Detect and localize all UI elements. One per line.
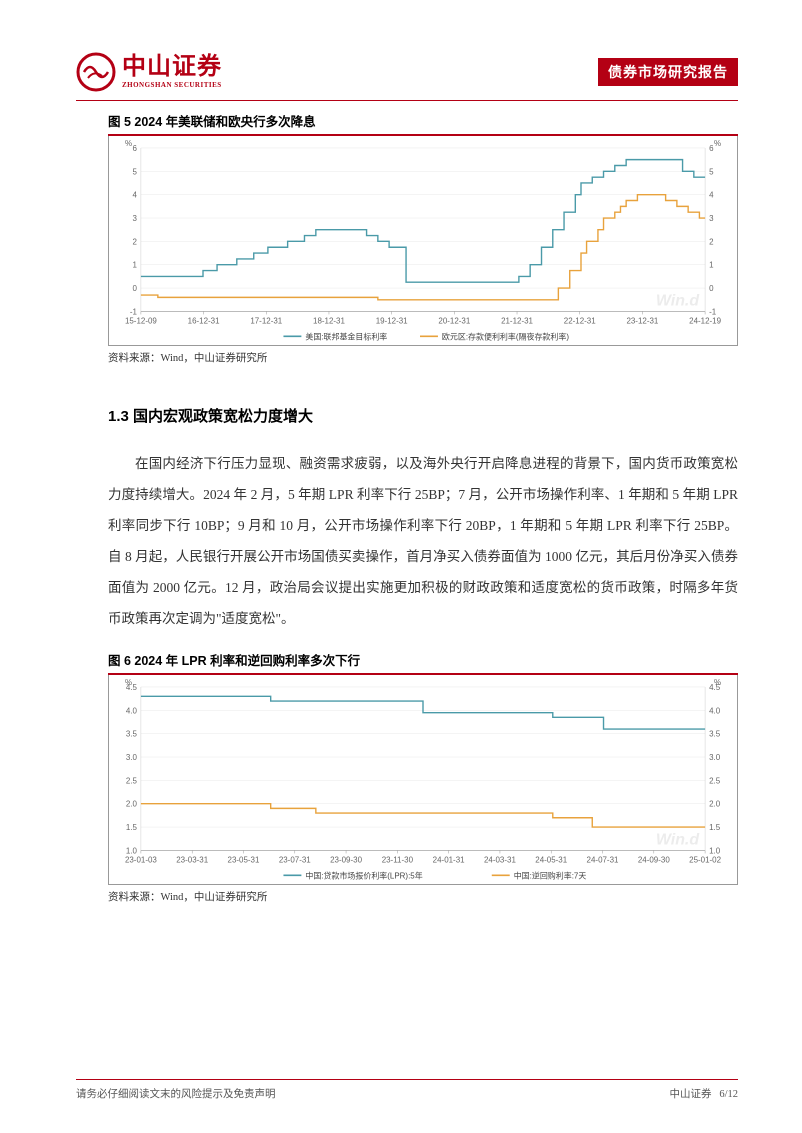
svg-text:23-12-31: 23-12-31 xyxy=(626,316,658,325)
svg-text:4.0: 4.0 xyxy=(709,707,721,716)
svg-text:4: 4 xyxy=(132,191,137,200)
figure6-source: 资料来源：Wind，中山证券研究所 xyxy=(108,889,738,904)
svg-text:4.0: 4.0 xyxy=(126,707,138,716)
svg-text:1.5: 1.5 xyxy=(126,823,138,832)
figure6-svg: 1.0 1.0 1.5 1.5 2.0 2.0 2.5 2.5 3.0 3.0 3.5 3.5 4.0 4… xyxy=(109,675,737,884)
svg-text:3.5: 3.5 xyxy=(126,730,138,739)
svg-text:23-09-30: 23-09-30 xyxy=(330,856,362,865)
figure6-title: 图 6 2024 年 LPR 利率和逆回购利率多次下行 xyxy=(108,650,738,675)
svg-text:22-12-31: 22-12-31 xyxy=(564,316,596,325)
svg-text:-1: -1 xyxy=(130,307,138,316)
svg-text:2.0: 2.0 xyxy=(709,800,721,809)
disclaimer: 请务必仔细阅读文末的风险提示及免责声明 xyxy=(76,1086,276,1101)
svg-text:6: 6 xyxy=(132,144,137,153)
svg-text:23-05-31: 23-05-31 xyxy=(228,856,260,865)
svg-text:2.5: 2.5 xyxy=(126,777,138,786)
svg-text:2: 2 xyxy=(709,237,714,246)
svg-text:%: % xyxy=(714,678,721,687)
footer-rule xyxy=(76,1079,738,1080)
svg-text:1.0: 1.0 xyxy=(126,847,138,856)
svg-text:1: 1 xyxy=(132,261,137,270)
svg-text:23-07-31: 23-07-31 xyxy=(279,856,311,865)
svg-text:Win.d: Win.d xyxy=(656,832,699,849)
svg-text:19-12-31: 19-12-31 xyxy=(376,316,408,325)
svg-text:24-09-30: 24-09-30 xyxy=(638,856,670,865)
svg-text:18-12-31: 18-12-31 xyxy=(313,316,345,325)
svg-text:2: 2 xyxy=(132,237,137,246)
svg-text:Win.d: Win.d xyxy=(656,292,699,309)
svg-text:2.0: 2.0 xyxy=(126,800,138,809)
svg-text:%: % xyxy=(714,139,721,148)
svg-text:-1: -1 xyxy=(709,307,717,316)
logo-cn: 中山证券 xyxy=(122,55,222,79)
svg-text:24-05-31: 24-05-31 xyxy=(535,856,567,865)
svg-text:5: 5 xyxy=(132,167,137,176)
svg-text:1.5: 1.5 xyxy=(709,823,721,832)
svg-text:16-12-31: 16-12-31 xyxy=(188,316,220,325)
svg-text:欧元区:存款便利利率(隔夜存款利率): 欧元区:存款便利利率(隔夜存款利率) xyxy=(442,331,569,341)
svg-text:24-12-19: 24-12-19 xyxy=(689,316,721,325)
figure5-svg: -1-100112233445566%%15-12-0916-12-3117-1… xyxy=(109,136,737,345)
svg-text:中国:贷款市场报价利率(LPR):5年: 中国:贷款市场报价利率(LPR):5年 xyxy=(305,871,422,881)
svg-text:21-12-31: 21-12-31 xyxy=(501,316,533,325)
svg-text:0: 0 xyxy=(132,284,137,293)
svg-text:%: % xyxy=(125,139,132,148)
svg-text:3: 3 xyxy=(132,214,137,223)
page-header: 中山证券 ZHONGSHAN SECURITIES 债券市场研究报告 xyxy=(0,48,802,96)
svg-text:3.0: 3.0 xyxy=(709,753,721,762)
svg-text:2.5: 2.5 xyxy=(709,777,721,786)
svg-text:23-11-30: 23-11-30 xyxy=(382,856,414,865)
svg-text:%: % xyxy=(125,678,132,687)
svg-text:1.0: 1.0 xyxy=(709,847,721,856)
logo: 中山证券 ZHONGSHAN SECURITIES xyxy=(76,52,222,92)
svg-text:25-01-02: 25-01-02 xyxy=(689,856,721,865)
svg-text:中国:逆回购利率:7天: 中国:逆回购利率:7天 xyxy=(514,871,587,881)
svg-text:23-01-03: 23-01-03 xyxy=(125,856,157,865)
logo-en: ZHONGSHAN SECURITIES xyxy=(122,82,222,89)
page-number: 中山证券 6/12 xyxy=(669,1086,738,1101)
svg-text:美国:联邦基金目标利率: 美国:联邦基金目标利率 xyxy=(305,331,387,341)
svg-text:24-01-31: 24-01-31 xyxy=(433,856,465,865)
figure6-chart: 1.0 1.0 1.5 1.5 2.0 2.0 2.5 2.5 3.0 3.0 3.5 3.5 4.0 4… xyxy=(108,675,738,885)
svg-text:15-12-09: 15-12-09 xyxy=(125,316,157,325)
section-paragraph: 在国内经济下行压力显现、融资需求疲弱，以及海外央行开启降息进程的背景下，国内货币… xyxy=(108,448,738,634)
svg-text:24-07-31: 24-07-31 xyxy=(587,856,619,865)
report-tag: 债券市场研究报告 xyxy=(598,58,738,86)
svg-text:0: 0 xyxy=(709,284,714,293)
section-heading: 1.3 国内宏观政策宽松力度增大 xyxy=(108,405,738,426)
figure5-source: 资料来源：Wind，中山证券研究所 xyxy=(108,350,738,365)
figure5-title: 图 5 2024 年美联储和欧央行多次降息 xyxy=(108,111,738,136)
svg-text:23-03-31: 23-03-31 xyxy=(176,856,208,865)
logo-icon xyxy=(76,52,116,92)
svg-text:1: 1 xyxy=(709,261,714,270)
svg-text:5: 5 xyxy=(709,167,714,176)
svg-text:4: 4 xyxy=(709,191,714,200)
svg-text:17-12-31: 17-12-31 xyxy=(250,316,282,325)
svg-text:20-12-31: 20-12-31 xyxy=(438,316,470,325)
page-footer: 请务必仔细阅读文末的风险提示及免责声明 中山证券 6/12 xyxy=(0,1079,802,1101)
svg-text:3.5: 3.5 xyxy=(709,730,721,739)
svg-text:24-03-31: 24-03-31 xyxy=(484,856,516,865)
svg-text:3: 3 xyxy=(709,214,714,223)
svg-text:3.0: 3.0 xyxy=(126,753,138,762)
figure5-chart: -1-100112233445566%%15-12-0916-12-3117-1… xyxy=(108,136,738,346)
